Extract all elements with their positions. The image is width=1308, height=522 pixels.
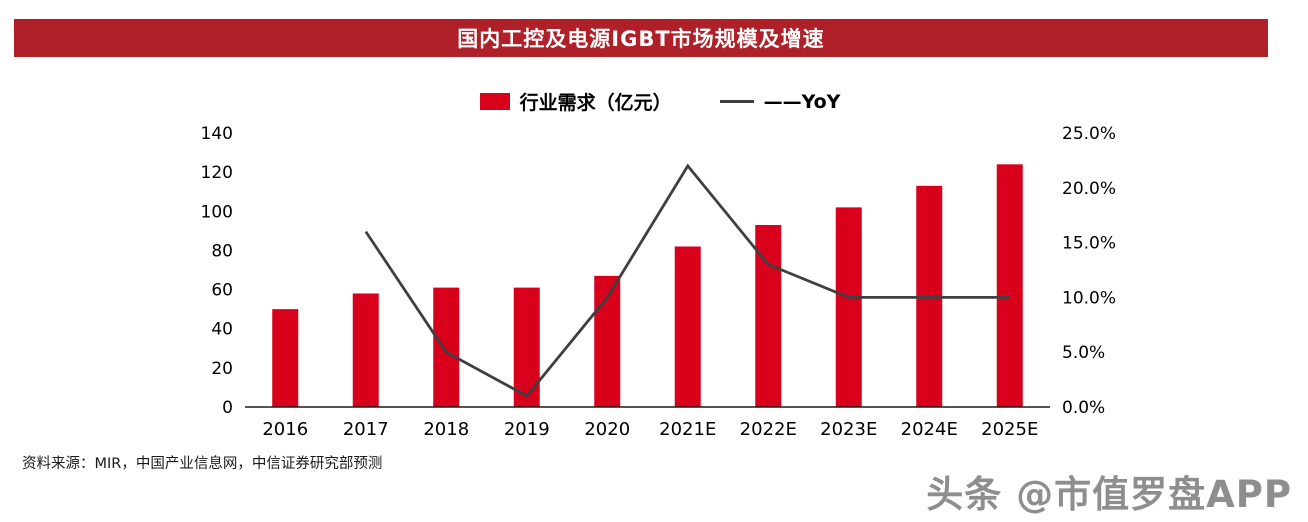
- chart-title-banner: 国内工控及电源IGBT市场规模及增速: [14, 19, 1268, 57]
- right-axis-tick-label: 5.0%: [1062, 343, 1105, 363]
- right-axis-tick-label: 15.0%: [1062, 234, 1116, 254]
- watermark: 头条 @市值罗盘APP: [926, 473, 1292, 516]
- x-axis-label: 2025E: [981, 419, 1038, 440]
- chart-title: 国内工控及电源IGBT市场规模及增速: [457, 27, 825, 51]
- x-axis-label: 2024E: [901, 419, 958, 440]
- x-axis-label: 2022E: [740, 419, 797, 440]
- left-axis-tick-label: 80: [211, 241, 233, 261]
- left-axis-tick-label: 100: [201, 202, 233, 222]
- bar-series-label: 行业需求（亿元）: [519, 92, 672, 114]
- right-axis-tick-label: 20.0%: [1062, 179, 1116, 199]
- left-axis-tick-label: 140: [201, 124, 233, 144]
- demand-bar: [513, 287, 540, 407]
- x-axis-label: 2021E: [659, 419, 716, 440]
- x-axis-label: 2019: [504, 419, 550, 440]
- x-axis-label: 2023E: [820, 419, 877, 440]
- demand-bar: [433, 287, 460, 407]
- left-axis-tick-label: 0: [222, 398, 233, 418]
- line-series-label: ——YoY: [763, 90, 841, 113]
- bar-series-swatch: [479, 93, 510, 110]
- left-axis-tick-label: 40: [211, 320, 233, 340]
- x-axis-label: 2018: [423, 419, 469, 440]
- legend: 行业需求（亿元） ——YoY: [170, 88, 1150, 115]
- x-axis-label: 2016: [262, 419, 308, 440]
- right-axis-tick-label: 0.0%: [1062, 398, 1105, 418]
- x-axis-label: 2020: [584, 419, 630, 440]
- demand-bar: [996, 164, 1023, 407]
- demand-bar: [352, 293, 379, 407]
- chart-svg: 0 20 40 60 80 100 120 140 0.0% 5.0% 10.0% 15.0% 20.0…: [201, 124, 1116, 440]
- line-series-swatch: [719, 100, 754, 103]
- left-axis-tick-label: 120: [201, 163, 233, 183]
- left-axis-tick-label: 60: [211, 281, 233, 301]
- demand-bar: [835, 207, 862, 407]
- source-note: 资料来源：MIR，中国产业信息网，中信证券研究部预测: [22, 456, 383, 472]
- right-axis-tick-label: 25.0%: [1062, 124, 1116, 144]
- x-axis-label: 2017: [343, 419, 389, 440]
- left-axis-tick-label: 20: [211, 359, 233, 379]
- demand-bar: [674, 246, 701, 407]
- demand-bar: [272, 309, 299, 407]
- legend-item-line: ——YoY: [719, 90, 841, 113]
- right-axis-tick-label: 10.0%: [1062, 288, 1116, 308]
- yoy-line: [364, 163, 1010, 398]
- legend-item-bars: 行业需求（亿元）: [479, 88, 672, 115]
